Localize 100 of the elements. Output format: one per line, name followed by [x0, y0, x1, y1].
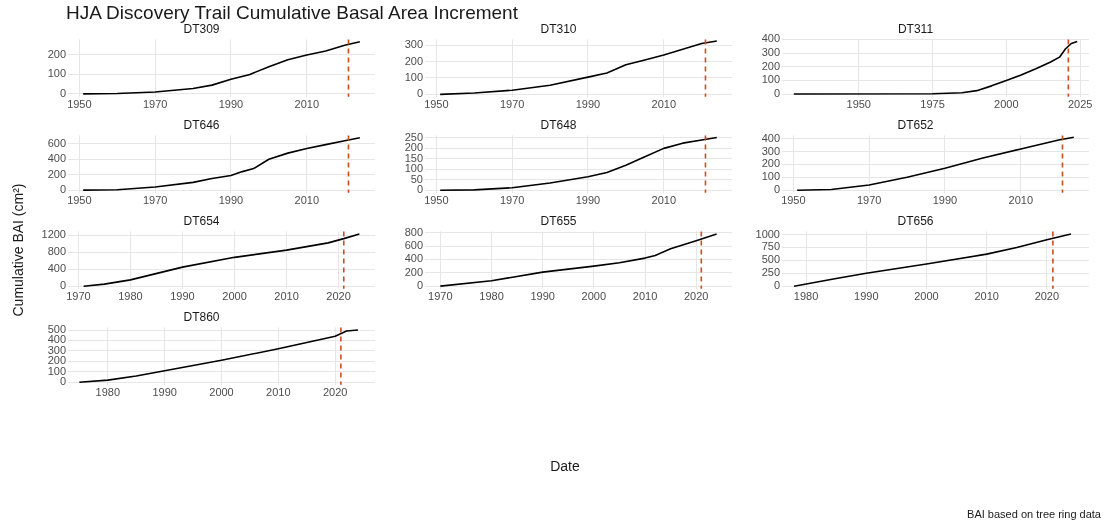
y-tick-label: 0 — [59, 183, 66, 196]
text: HJA Discovery Trail Cumulative Basal Area Increment — [66, 2, 518, 24]
x-tick-label: 2000 — [994, 98, 1019, 111]
y-tick-label: 1200 — [41, 228, 66, 241]
x-tick-label: 2010 — [651, 98, 677, 111]
text: BAI based on tree ring data — [967, 508, 1101, 520]
x-tick-label: 1970 — [499, 98, 525, 111]
y-tick-label: 400 — [47, 333, 66, 346]
y-tick-label: 200 — [47, 354, 66, 367]
x-tick-label: 1950 — [67, 194, 92, 207]
text: Cumulative BAI (cm²) — [10, 183, 26, 317]
x-tick-label: 1990 — [152, 386, 177, 399]
x-tick-label: 2010 — [274, 290, 299, 303]
y-tick-label: 800 — [404, 225, 423, 238]
x-tick-label: 1990 — [575, 98, 601, 111]
y-tick-label: 400 — [47, 262, 66, 275]
x-tick-label: 1970 — [142, 194, 168, 207]
x-tick-label: 2010 — [266, 386, 291, 399]
y-tick-label: 0 — [59, 279, 66, 292]
x-tick-label: 1970 — [856, 194, 882, 207]
text: Date — [550, 458, 580, 474]
y-tick-label: 500 — [761, 253, 780, 266]
y-tick-label: 400 — [761, 131, 780, 144]
x-tick-label: 1990 — [932, 194, 958, 207]
y-tick-label: 400 — [761, 32, 780, 45]
y-tick-label: 100 — [761, 73, 780, 86]
y-tick-label: 200 — [47, 167, 66, 180]
y-tick-label: 200 — [47, 48, 66, 60]
x-tick-label: 1990 — [854, 290, 879, 303]
y-tick-label: 100 — [404, 70, 423, 83]
y-tick-label: 750 — [761, 240, 780, 253]
x-tick-label: 1990 — [530, 290, 555, 303]
x-tick-label: 2020 — [322, 386, 348, 399]
y-tick-label: 0 — [59, 375, 66, 388]
x-tick-label: 1950 — [781, 194, 806, 207]
x-tick-label: 1980 — [118, 290, 143, 303]
y-tick-label: 200 — [761, 59, 780, 72]
x-tick-label: 2020 — [1034, 290, 1060, 303]
x-tick-label: 1980 — [479, 290, 504, 303]
x-tick-label: 2000 — [914, 290, 939, 303]
x-tick-label: 2010 — [651, 194, 677, 207]
y-tick-label: 250 — [404, 130, 423, 143]
x-tick-label: 1990 — [218, 194, 244, 207]
x-tick-label: 2010 — [632, 290, 658, 303]
y-tick-label: 200 — [404, 141, 423, 154]
x-tick-label: 2000 — [222, 290, 247, 303]
x-tick-label: 1975 — [920, 98, 945, 111]
y-tick-label: 100 — [47, 67, 66, 80]
y-tick-label: 100 — [761, 170, 780, 183]
y-tick-label: 0 — [773, 279, 780, 292]
x-tick-label: 2010 — [294, 194, 320, 207]
y-tick-label: 200 — [761, 157, 780, 170]
x-tick-label: 1970 — [428, 290, 453, 303]
x-tick-label: 1950 — [424, 194, 449, 207]
y-tick-label: 300 — [404, 38, 423, 51]
x-tick-label: 1950 — [67, 98, 92, 111]
y-tick-label: 200 — [404, 54, 423, 67]
chart-title: DT648 — [540, 117, 577, 132]
y-tick-label: 100 — [47, 364, 66, 377]
x-tick-label: 2010 — [1008, 194, 1034, 207]
y-tick-label: 300 — [47, 343, 66, 356]
y-tick-label: 250 — [761, 266, 780, 279]
x-tick-label: 2000 — [209, 386, 234, 399]
x-tick-label: 2000 — [581, 290, 607, 303]
y-tick-label: 0 — [416, 279, 423, 292]
x-tick-label: 2010 — [974, 290, 999, 303]
chart-title: DT656 — [897, 213, 934, 228]
x-tick-label: 1980 — [793, 290, 819, 303]
y-tick-label: 100 — [404, 162, 423, 175]
y-tick-label: 800 — [47, 245, 66, 258]
y-tick-label: 200 — [404, 265, 423, 278]
y-tick-label: 0 — [773, 183, 780, 196]
x-tick-label: 1970 — [66, 290, 91, 303]
y-tick-label: 300 — [761, 144, 780, 157]
y-tick-label: 400 — [47, 152, 66, 165]
x-tick-label: 1950 — [846, 98, 871, 111]
x-tick-label: 1970 — [499, 194, 525, 207]
y-tick-label: 400 — [404, 252, 423, 265]
y-tick-label: 600 — [404, 239, 423, 252]
x-tick-label: 1980 — [95, 386, 121, 399]
y-tick-label: 600 — [47, 136, 66, 149]
chart-title: DT311 — [897, 21, 934, 36]
y-tick-label: 300 — [761, 46, 780, 59]
x-tick-label: 1990 — [575, 194, 601, 207]
y-tick-label: 0 — [416, 183, 423, 196]
x-tick-label: 1950 — [424, 98, 449, 111]
chart-title: DT860 — [183, 309, 220, 324]
chart-title: DT655 — [540, 213, 577, 228]
y-tick-label: 50 — [410, 172, 423, 185]
chart-title: DT310 — [540, 21, 577, 36]
x-tick-label: 1970 — [142, 98, 168, 111]
x-tick-label: 2020 — [326, 290, 351, 303]
y-tick-label: 1000 — [755, 227, 780, 240]
y-tick-label: 0 — [773, 87, 780, 100]
x-tick-label: 1990 — [170, 290, 195, 303]
x-tick-label: 2025 — [1067, 98, 1093, 111]
y-tick-label: 150 — [404, 151, 423, 164]
x-tick-label: 1990 — [218, 98, 244, 111]
y-tick-label: 0 — [416, 87, 423, 100]
x-tick-label: 2010 — [294, 98, 320, 111]
